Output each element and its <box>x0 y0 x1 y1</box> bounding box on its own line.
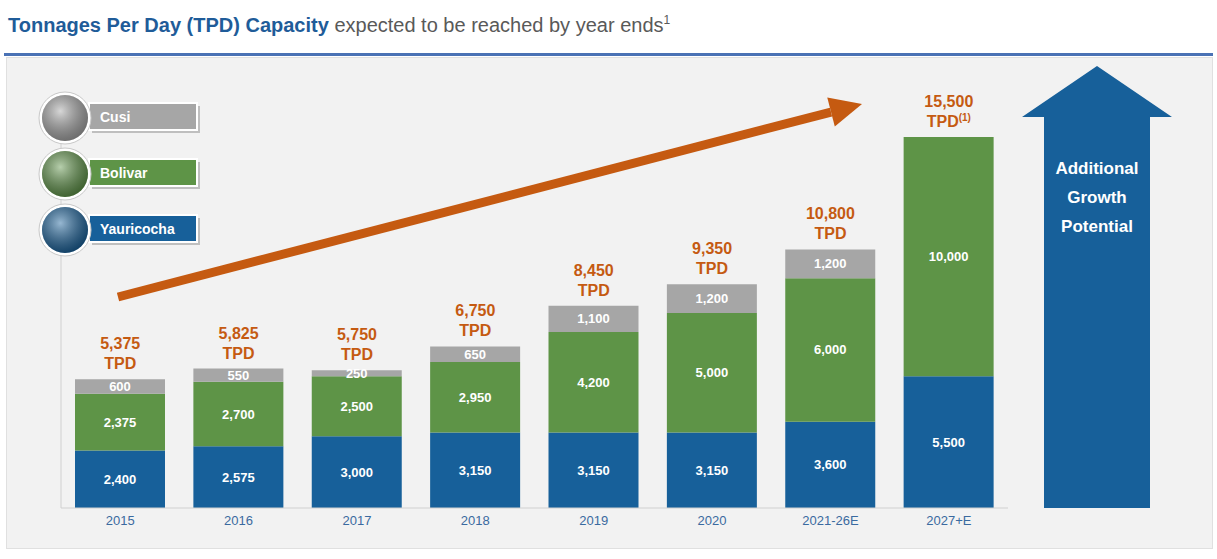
svg-text:6,000: 6,000 <box>814 342 847 357</box>
svg-text:2,400: 2,400 <box>104 472 137 487</box>
svg-text:5,500: 5,500 <box>932 435 965 450</box>
svg-text:650: 650 <box>464 347 486 362</box>
svg-text:9,350TPD: 9,350TPD <box>692 240 732 277</box>
svg-text:2015: 2015 <box>106 513 135 528</box>
svg-text:3,150: 3,150 <box>577 463 610 478</box>
svg-text:10,800TPD: 10,800TPD <box>806 205 855 242</box>
svg-text:Yauricocha: Yauricocha <box>100 221 175 237</box>
svg-text:Potential: Potential <box>1061 217 1133 236</box>
svg-text:3,600: 3,600 <box>814 457 847 472</box>
svg-text:2017: 2017 <box>342 513 371 528</box>
svg-text:10,000: 10,000 <box>929 249 969 264</box>
svg-text:3,150: 3,150 <box>696 463 729 478</box>
svg-text:2,950: 2,950 <box>459 390 492 405</box>
svg-text:2016: 2016 <box>224 513 253 528</box>
svg-text:Bolivar: Bolivar <box>100 165 148 181</box>
svg-text:5,750TPD: 5,750TPD <box>337 326 377 363</box>
svg-text:600: 600 <box>109 379 131 394</box>
svg-text:3,000: 3,000 <box>340 465 373 480</box>
svg-text:Cusi: Cusi <box>100 109 130 125</box>
svg-text:6,750TPD: 6,750TPD <box>455 302 495 339</box>
svg-text:2020: 2020 <box>698 513 727 528</box>
svg-text:15,500TPD(1): 15,500TPD(1) <box>924 93 973 130</box>
svg-text:2,375: 2,375 <box>104 415 137 430</box>
svg-text:4,200: 4,200 <box>577 375 610 390</box>
svg-text:2018: 2018 <box>461 513 490 528</box>
html-text:Tonnages Per Day (TPD) Capacit: Tonnages Per Day (TPD) Capacity expected… <box>8 13 671 36</box>
svg-text:2,500: 2,500 <box>340 399 373 414</box>
svg-text:5,000: 5,000 <box>696 365 729 380</box>
svg-text:2027+E: 2027+E <box>926 513 972 528</box>
svg-text:2,575: 2,575 <box>222 470 255 485</box>
svg-text:2,700: 2,700 <box>222 407 255 422</box>
svg-text:1,200: 1,200 <box>696 291 729 306</box>
svg-text:5,375TPD: 5,375TPD <box>100 335 140 372</box>
svg-text:2019: 2019 <box>579 513 608 528</box>
svg-text:3,150: 3,150 <box>459 463 492 478</box>
svg-text:250: 250 <box>346 366 368 381</box>
svg-text:5,825TPD: 5,825TPD <box>219 325 259 362</box>
svg-text:8,450TPD: 8,450TPD <box>574 262 614 299</box>
svg-text:1,200: 1,200 <box>814 256 847 271</box>
svg-text:Additional: Additional <box>1055 159 1138 178</box>
svg-text:1,100: 1,100 <box>577 311 610 326</box>
svg-text:550: 550 <box>228 368 250 383</box>
svg-text:2021-26E: 2021-26E <box>802 513 859 528</box>
svg-text:Growth: Growth <box>1067 188 1127 207</box>
